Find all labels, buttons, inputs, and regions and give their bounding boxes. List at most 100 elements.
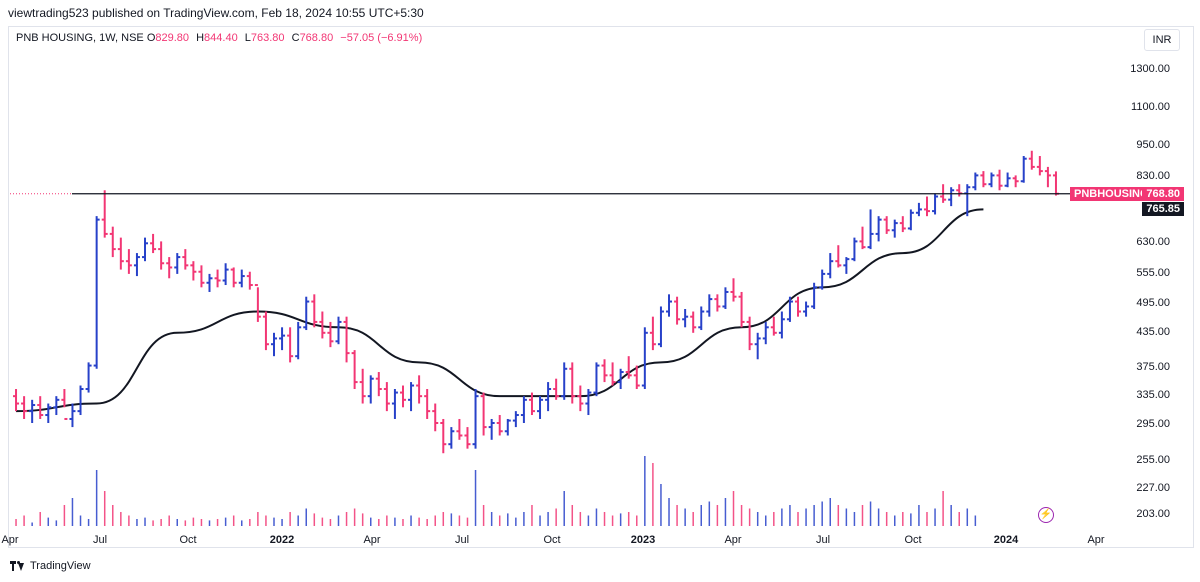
price-bar	[1044, 166, 1051, 188]
price-bar	[722, 287, 729, 309]
price-bar	[891, 219, 898, 238]
price-bar	[367, 375, 374, 404]
symbol-price-tag: PNBHOUSING	[1070, 187, 1149, 201]
price-bar	[246, 271, 253, 290]
publish-line: viewtrading523 published on TradingView.…	[8, 6, 424, 20]
y-tick-label: 555.00	[1136, 267, 1170, 279]
price-bar	[561, 362, 568, 400]
price-bar	[843, 257, 850, 274]
x-tick-label: Jul	[93, 534, 107, 546]
x-tick-label: 2022	[270, 534, 294, 546]
price-bar	[553, 378, 560, 400]
price-bar	[254, 284, 261, 322]
price-bar	[448, 427, 455, 449]
tradingview-logo-icon	[10, 561, 26, 571]
ohlc-legend: PNB HOUSING, 1W, NSE O829.80 H844.40 L76…	[16, 32, 422, 44]
price-bar	[714, 294, 721, 312]
y-tick-label: 630.00	[1136, 236, 1170, 248]
price-bar	[633, 365, 640, 390]
price-bar	[214, 269, 221, 288]
price-bar	[85, 362, 92, 393]
price-bar	[53, 396, 60, 416]
x-axis: Apr Jul Oct 2022 Apr Jul Oct 2023 Apr Jul Oct 2024 A…	[1, 534, 1104, 546]
price-bar	[295, 321, 302, 360]
price-bar	[803, 301, 810, 317]
price-bar	[674, 296, 681, 325]
x-tick-label: 2024	[994, 534, 1019, 546]
y-tick-label: 435.00	[1136, 326, 1170, 338]
legend-low-label: L	[244, 32, 251, 44]
price-bar	[287, 327, 294, 363]
price-bar	[198, 265, 205, 288]
price-bar	[206, 273, 213, 292]
price-bar	[335, 316, 342, 345]
price-bar	[811, 282, 818, 309]
price-bar	[851, 237, 858, 262]
price-bar	[125, 249, 132, 274]
price-bar	[472, 389, 479, 449]
price-bar	[61, 389, 68, 420]
price-bar	[778, 311, 785, 339]
x-tick-label: Apr	[1, 534, 18, 546]
price-bar	[617, 368, 624, 390]
price-bar	[319, 311, 326, 339]
price-bar	[601, 359, 608, 383]
price-bar	[93, 216, 100, 369]
tradingview-brand[interactable]: TradingView	[10, 560, 91, 572]
price-bar	[972, 172, 979, 191]
price-bar	[158, 241, 165, 270]
lightning-icon[interactable]: ⚡	[1038, 507, 1054, 523]
price-bars-layer	[13, 150, 1059, 454]
price-bar	[948, 187, 955, 207]
price-bar	[230, 267, 237, 288]
price-bar	[37, 396, 44, 419]
y-tick-label: 950.00	[1136, 139, 1170, 151]
price-bar	[1004, 172, 1011, 188]
price-bar	[698, 306, 705, 331]
price-bar	[786, 296, 793, 322]
price-bar	[585, 389, 592, 416]
x-tick-label: Apr	[1087, 534, 1104, 546]
price-bar	[512, 411, 519, 428]
price-bar	[593, 362, 600, 397]
currency-button[interactable]: INR	[1144, 29, 1180, 51]
price-bar	[222, 263, 229, 286]
price-bar	[21, 396, 28, 419]
price-bar	[738, 291, 745, 328]
legend-high-label: H	[196, 32, 205, 44]
y-tick-label: 1300.00	[1130, 63, 1170, 75]
brand-label: TradingView	[30, 560, 91, 572]
y-tick-label: 1100.00	[1131, 101, 1170, 113]
price-bar	[875, 216, 882, 242]
price-bar	[770, 316, 777, 336]
price-bar	[577, 385, 584, 412]
price-bar	[795, 296, 801, 317]
price-bar	[391, 389, 398, 419]
price-bar	[666, 294, 673, 317]
price-bar	[133, 253, 140, 277]
price-bar	[980, 171, 987, 188]
price-bar	[690, 311, 697, 333]
price-bar	[359, 368, 366, 404]
price-bar	[923, 196, 930, 217]
price-bar	[416, 375, 423, 404]
legend-open: 829.80	[155, 32, 190, 44]
x-tick-label: Oct	[904, 534, 921, 546]
price-bar	[641, 327, 648, 390]
price-bar	[504, 418, 511, 436]
y-tick-label: 295.00	[1136, 418, 1170, 430]
price-bar	[496, 415, 503, 436]
price-bar	[271, 332, 277, 357]
price-bar	[649, 316, 656, 351]
price-bar	[77, 385, 84, 416]
price-bar	[303, 296, 310, 331]
price-bar	[730, 278, 737, 302]
price-bar	[657, 306, 664, 348]
price-bar	[29, 399, 36, 423]
y-tick-label: 495.00	[1136, 297, 1170, 309]
price-bar	[537, 396, 544, 419]
price-bar	[859, 226, 866, 250]
price-bar	[351, 350, 358, 390]
price-bar	[1028, 150, 1035, 170]
